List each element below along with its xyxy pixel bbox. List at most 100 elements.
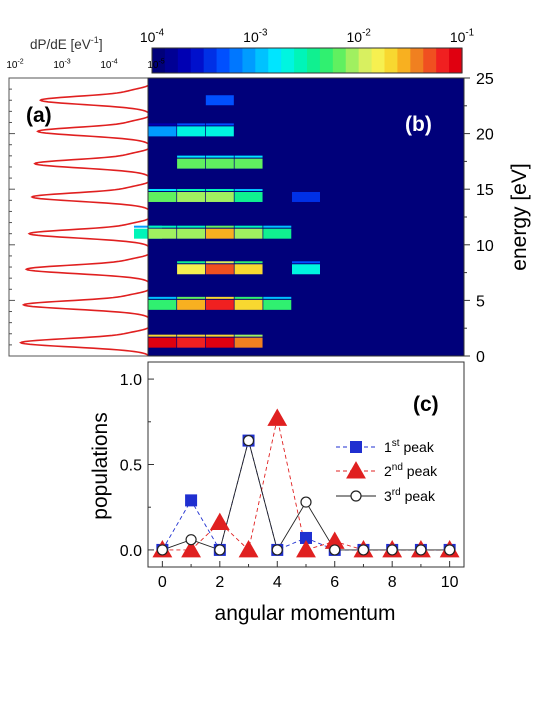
series-1-point [300,531,312,544]
heatmap-cell-edge [234,155,263,158]
panel-b-y-tick-label: 20 [476,127,494,144]
colorbar-segment [358,48,373,73]
heatmap-cell [148,191,177,202]
colorbar-segment [423,48,437,73]
panel-a-ticks [9,77,15,357]
heatmap-cell-edge [234,261,263,264]
panel-a-tick-label: 10-4 [100,59,117,72]
heatmap-cell [148,126,177,137]
heatmap-cell-edge [177,225,206,228]
series-1-point [185,494,198,507]
heatmap-cell-edge [234,334,263,337]
colorbar-segment [449,48,463,73]
heatmap-cell-edge [148,334,177,337]
colorbar-segment [345,48,360,73]
heatmap-cell [177,264,206,275]
heatmap-cell-edge [177,155,206,158]
heatmap-cell [177,299,206,310]
heatmap-cell [234,228,263,239]
heatmap-cell [263,299,292,310]
colorbar-segment [190,48,205,73]
heatmap-cell-edge [205,92,234,95]
heatmap-cell-edge [177,296,206,299]
panel-a-tick-label: 10-5 [147,59,164,72]
heatmap-cell [177,228,206,239]
heatmap-cell-edge [177,123,206,126]
series-3-point [185,534,197,546]
colorbar-segment [332,48,347,73]
heatmap-cell [234,191,263,202]
panel-c-x-tick-label: 4 [273,574,282,591]
heatmap-cell [148,337,177,348]
heatmap-cell [292,264,320,275]
panel-a: (a) [8,77,151,357]
heatmap-cell-edge [263,225,292,228]
colorbar-segment [216,48,231,73]
panel-c-y-tick-label: 1.0 [120,372,142,389]
heatmap-cell [205,158,234,169]
heatmap-cell-edge [205,334,234,337]
heatmap-cell [234,337,263,348]
panel-b-ylabel: energy [eV] [508,163,531,270]
panel-a-ylabel: dP/dE [eV-1] [30,35,103,52]
series-3-point [357,544,370,556]
heatmap-cell [205,264,234,275]
colorbar-segment [281,48,295,73]
legend-marker [350,490,362,502]
series-3-point [329,544,341,556]
panel-a-tick-labels: 10-2 10-3 10-4 10-5 [6,59,164,72]
heatmap-cell-edge [234,188,263,191]
series-3-point [444,544,456,556]
heatmap-cell-edge [148,296,177,299]
heatmap-cell [234,299,263,310]
series-3-point [214,544,226,556]
panel-b-y-axis: 0 5 10 15 20 25 [464,71,494,366]
panel-c-axes: 0 2 4 6 8 10 0.0 0.5 1.0 [120,372,459,591]
legend-label: 2nd peak [384,462,438,479]
colorbar-segment [268,48,282,73]
panel-c-legend: 1st peak 2nd peak 3rd peak [336,438,438,504]
colorbar-segment [384,48,399,73]
panel-b-y-tick-label: 10 [476,238,494,255]
heatmap-cell [177,337,206,348]
panel-c-x-tick-label: 8 [388,574,397,591]
series-3-point [415,544,427,556]
panel-c-ylabel: populations [89,412,112,519]
series-3-point [386,544,398,556]
panel-c: 0 2 4 6 8 10 0.0 0.5 1.0 (c) 1st peak 2nd peak 3rd… [120,361,465,591]
heatmap-cell-edge [177,188,206,191]
heatmap-cell [177,158,206,169]
series-2-point [324,531,345,549]
heatmap-cell-edge [205,123,234,126]
panel-b-y-tick-label: 0 [476,349,485,366]
colorbar-segment [255,48,269,73]
heatmap-cell-edge [205,225,234,228]
legend-marker [350,441,362,453]
heatmap-cell-edge [292,188,320,191]
colorbar-tick-label: 10-1 [450,28,474,45]
series-2-point [267,408,288,426]
heatmap-cell [205,337,234,348]
heatmap-cell-edge [205,261,234,264]
heatmap-cell [205,191,234,202]
heatmap-cell-edge [148,188,177,191]
heatmap-cell [234,158,263,169]
panel-c-xlabel: angular momentum [215,602,396,625]
heatmap-cell-edge [148,225,177,228]
series-2-point [238,539,259,558]
heatmap-cell [177,191,206,202]
heatmap-cell [263,228,292,239]
colorbar-tick-label: 10-3 [243,28,268,45]
panel-b-heatmap: (b) [134,77,465,357]
panel-c-y-tick-label: 0.0 [120,543,142,560]
heatmap-cell [292,191,320,202]
colorbar-segment [242,48,256,73]
panel-a-tick-label: 10-2 [6,59,23,72]
colorbar-segment [177,48,192,73]
panel-a-label: (a) [26,104,52,127]
colorbar-tick-labels: 10-4 10-3 10-2 10-1 [140,28,474,45]
heatmap-cell [234,264,263,275]
heatmap-cell-edge [205,188,234,191]
heatmap-cell-edge [234,296,263,299]
